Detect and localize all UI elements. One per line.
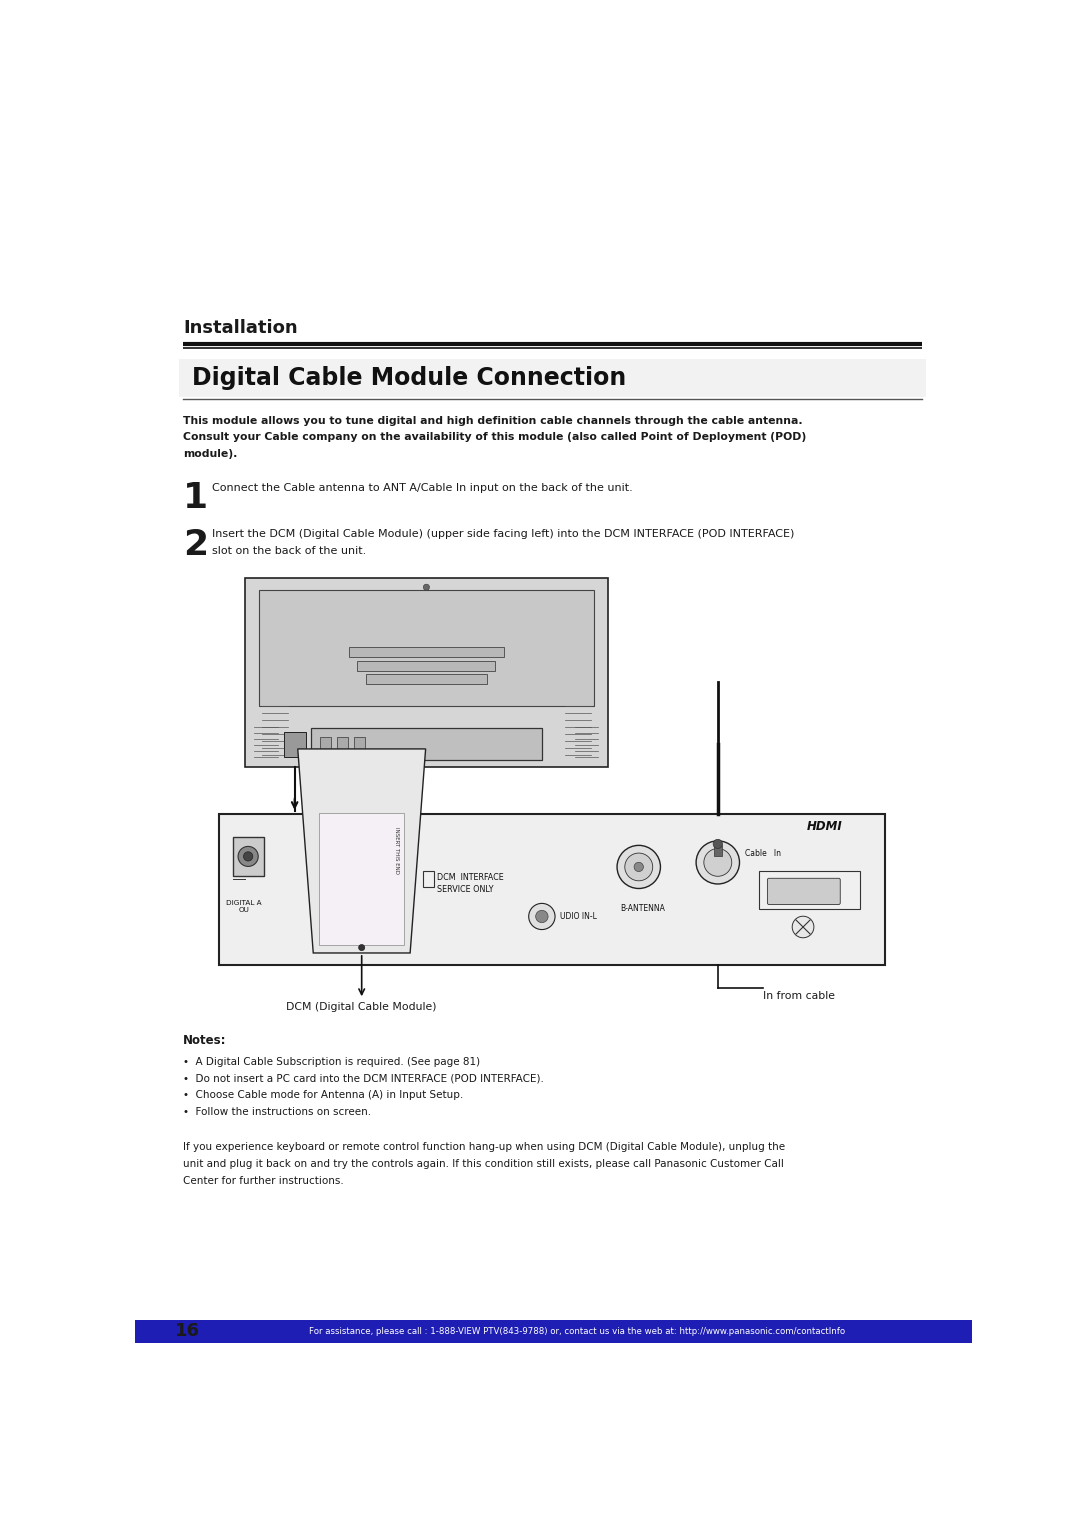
- Text: module).: module).: [183, 449, 238, 458]
- Bar: [135, 1320, 972, 1343]
- Text: SERVICE ONLY: SERVICE ONLY: [437, 885, 494, 894]
- Text: For assistance, please call : 1-888-VIEW PTV(843-9788) or, contact us via the we: For assistance, please call : 1-888-VIEW…: [309, 1326, 845, 1335]
- Bar: [320, 813, 404, 946]
- Circle shape: [330, 825, 337, 831]
- Text: B-ANTENNA: B-ANTENNA: [620, 905, 665, 914]
- Bar: [759, 871, 860, 909]
- Circle shape: [793, 917, 814, 938]
- Circle shape: [370, 825, 377, 831]
- Text: Cable   In: Cable In: [745, 848, 781, 857]
- Circle shape: [361, 825, 367, 831]
- Text: Insert the DCM (Digital Cable Module) (upper side facing left) into the DCM INTE: Insert the DCM (Digital Cable Module) (u…: [213, 529, 795, 539]
- Bar: [232, 837, 264, 876]
- Text: DCM  INTERFACE: DCM INTERFACE: [437, 872, 504, 882]
- Bar: [354, 738, 365, 755]
- Bar: [714, 845, 721, 856]
- Circle shape: [713, 839, 723, 848]
- Text: This module allows you to tune digital and high definition cable channels throug: This module allows you to tune digital a…: [183, 416, 802, 426]
- Bar: [349, 648, 504, 657]
- Text: DCM (Digital Cable Module): DCM (Digital Cable Module): [286, 1002, 437, 1012]
- Text: INSERT THIS END: INSERT THIS END: [394, 828, 400, 874]
- Circle shape: [617, 845, 661, 888]
- Circle shape: [704, 848, 732, 876]
- Text: UDIO IN-L: UDIO IN-L: [559, 912, 596, 921]
- Bar: [357, 660, 496, 671]
- Text: slot on the back of the unit.: slot on the back of the unit.: [213, 545, 367, 556]
- Circle shape: [321, 825, 326, 831]
- Bar: [366, 674, 487, 685]
- Circle shape: [391, 825, 397, 831]
- Circle shape: [634, 862, 644, 871]
- Text: •  Follow the instructions on screen.: • Follow the instructions on screen.: [183, 1106, 372, 1117]
- Bar: [321, 738, 332, 755]
- Text: HDMI: HDMI: [807, 821, 842, 833]
- Text: •  Do not insert a PC card into the DCM INTERFACE (POD INTERFACE).: • Do not insert a PC card into the DCM I…: [183, 1074, 544, 1083]
- Bar: [311, 729, 542, 761]
- Circle shape: [380, 825, 387, 831]
- Circle shape: [359, 944, 365, 950]
- Bar: [423, 871, 434, 886]
- Text: AV IN: AV IN: [793, 897, 813, 906]
- Text: Connect the Cable antenna to ANT A/Cable In input on the back of the unit.: Connect the Cable antenna to ANT A/Cable…: [213, 483, 633, 494]
- Text: Center for further instructions.: Center for further instructions.: [183, 1175, 343, 1186]
- Bar: [218, 814, 886, 964]
- Bar: [284, 732, 306, 756]
- FancyBboxPatch shape: [768, 879, 840, 905]
- Text: Installation: Installation: [183, 319, 298, 338]
- Circle shape: [625, 853, 652, 880]
- Circle shape: [529, 903, 555, 929]
- Bar: [337, 738, 348, 755]
- Bar: [179, 359, 926, 397]
- Circle shape: [243, 851, 253, 862]
- Text: If you experience keyboard or remote control function hang-up when using DCM (Di: If you experience keyboard or remote con…: [183, 1143, 785, 1152]
- Text: In from cable: In from cable: [762, 992, 835, 1001]
- Text: 1: 1: [183, 481, 208, 515]
- Text: •  A Digital Cable Subscription is required. (See page 81): • A Digital Cable Subscription is requir…: [183, 1057, 481, 1067]
- Circle shape: [310, 825, 316, 831]
- Text: 2: 2: [183, 527, 208, 562]
- Circle shape: [697, 840, 740, 885]
- Circle shape: [423, 584, 430, 590]
- Bar: [259, 590, 594, 706]
- Circle shape: [238, 847, 258, 866]
- Circle shape: [536, 911, 548, 923]
- Bar: [307, 819, 404, 836]
- Text: •  Choose Cable mode for Antenna (A) in Input Setup.: • Choose Cable mode for Antenna (A) in I…: [183, 1089, 463, 1100]
- Circle shape: [350, 825, 356, 831]
- Text: DIGITAL A
OU: DIGITAL A OU: [227, 900, 262, 912]
- Bar: [245, 578, 608, 767]
- Text: 16: 16: [175, 1322, 200, 1340]
- Polygon shape: [298, 749, 426, 953]
- Text: Digital Cable Module Connection: Digital Cable Module Connection: [192, 367, 626, 390]
- Circle shape: [340, 825, 347, 831]
- Text: unit and plug it back on and try the controls again. If this condition still exi: unit and plug it back on and try the con…: [183, 1158, 784, 1169]
- Text: Notes:: Notes:: [183, 1034, 227, 1047]
- Text: Consult your Cable company on the availability of this module (also called Point: Consult your Cable company on the availa…: [183, 432, 807, 443]
